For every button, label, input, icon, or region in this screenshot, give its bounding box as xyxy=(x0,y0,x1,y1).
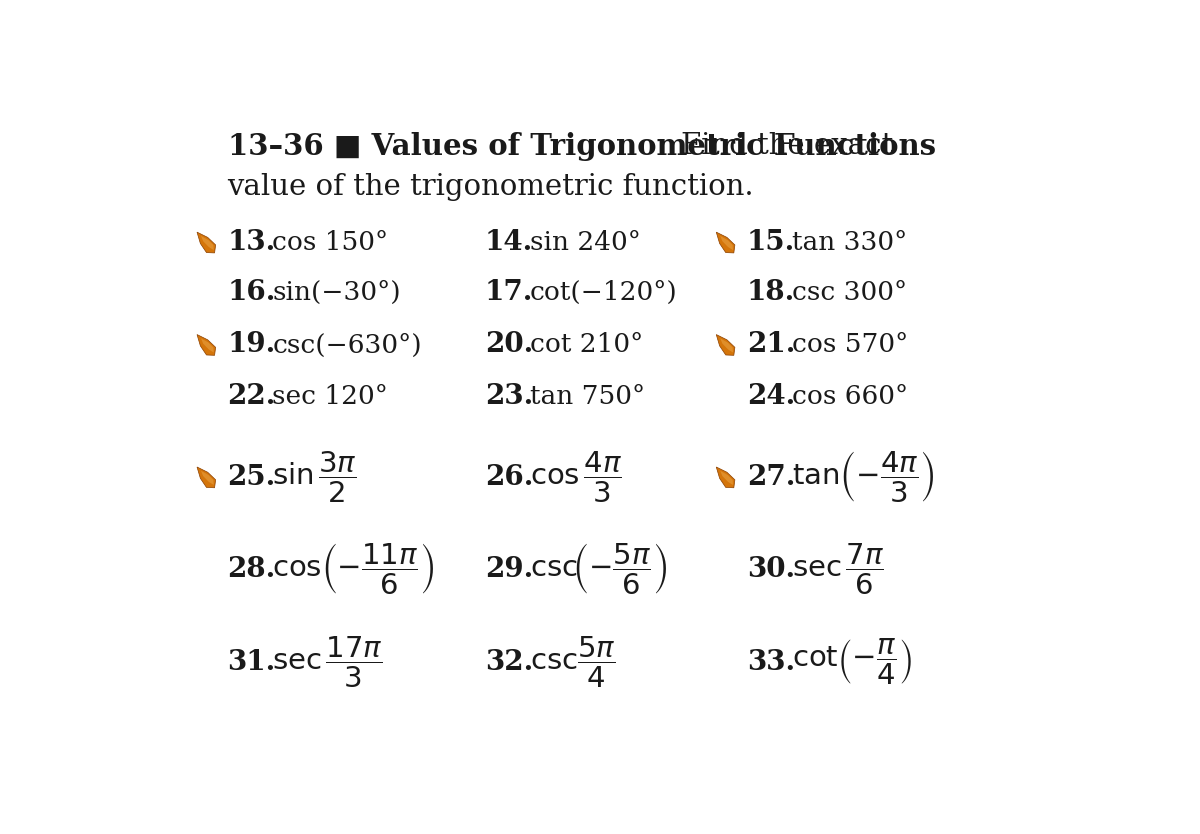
Polygon shape xyxy=(716,232,734,253)
Polygon shape xyxy=(716,334,734,355)
Text: 23.: 23. xyxy=(485,383,533,410)
Polygon shape xyxy=(197,334,216,355)
Text: 19.: 19. xyxy=(228,331,276,359)
Text: 28.: 28. xyxy=(228,556,276,583)
Text: 29.: 29. xyxy=(485,556,533,583)
Text: 21.: 21. xyxy=(746,331,796,359)
Text: 26.: 26. xyxy=(485,464,533,491)
Text: sec 120°: sec 120° xyxy=(272,384,389,409)
Text: Find the exact: Find the exact xyxy=(680,133,893,160)
Text: tan 750°: tan 750° xyxy=(529,384,644,409)
Text: cot 210°: cot 210° xyxy=(529,333,643,358)
Text: cos 660°: cos 660° xyxy=(792,384,908,409)
Text: 32.: 32. xyxy=(485,649,533,676)
Polygon shape xyxy=(720,470,733,485)
Text: 31.: 31. xyxy=(228,649,276,676)
Text: 25.: 25. xyxy=(228,464,276,491)
Text: 27.: 27. xyxy=(746,464,796,491)
Text: sin 240°: sin 240° xyxy=(529,230,641,255)
Text: 22.: 22. xyxy=(228,383,276,410)
Polygon shape xyxy=(720,236,733,250)
Polygon shape xyxy=(200,236,214,250)
Polygon shape xyxy=(720,339,733,353)
Text: cot(−120°): cot(−120°) xyxy=(529,280,678,305)
Text: 14.: 14. xyxy=(485,229,533,256)
Text: $\mathrm{csc}\!\left(-\dfrac{5\pi}{6}\right)$: $\mathrm{csc}\!\left(-\dfrac{5\pi}{6}\ri… xyxy=(529,542,667,597)
Polygon shape xyxy=(197,467,216,488)
Text: 18.: 18. xyxy=(746,279,796,306)
Text: 15.: 15. xyxy=(746,229,796,256)
Text: 17.: 17. xyxy=(485,279,533,306)
Text: 30.: 30. xyxy=(746,556,794,583)
Polygon shape xyxy=(200,339,214,353)
Text: 13–36 ■ Values of Trigonometric Functions: 13–36 ■ Values of Trigonometric Function… xyxy=(228,133,936,162)
Text: cos 570°: cos 570° xyxy=(792,333,908,358)
Text: sin(−30°): sin(−30°) xyxy=(272,280,401,305)
Text: $\sec\dfrac{7\pi}{6}$: $\sec\dfrac{7\pi}{6}$ xyxy=(792,542,884,597)
Text: $\tan\!\left(-\dfrac{4\pi}{3}\right)$: $\tan\!\left(-\dfrac{4\pi}{3}\right)$ xyxy=(792,450,935,505)
Text: 13.: 13. xyxy=(228,229,276,256)
Text: csc 300°: csc 300° xyxy=(792,280,907,305)
Text: $\cos\!\left(-\dfrac{11\pi}{6}\right)$: $\cos\!\left(-\dfrac{11\pi}{6}\right)$ xyxy=(272,542,436,597)
Polygon shape xyxy=(716,467,734,488)
Polygon shape xyxy=(197,232,216,253)
Text: $\cot\!\left(-\dfrac{\pi}{4}\right)$: $\cot\!\left(-\dfrac{\pi}{4}\right)$ xyxy=(792,637,912,687)
Text: $\sec\dfrac{17\pi}{3}$: $\sec\dfrac{17\pi}{3}$ xyxy=(272,635,383,690)
Text: 24.: 24. xyxy=(746,383,796,410)
Text: 33.: 33. xyxy=(746,649,794,676)
Polygon shape xyxy=(200,470,214,485)
Text: $\mathrm{csc}\dfrac{5\pi}{4}$: $\mathrm{csc}\dfrac{5\pi}{4}$ xyxy=(529,635,616,690)
Text: 16.: 16. xyxy=(228,279,276,306)
Text: $\cos\dfrac{4\pi}{3}$: $\cos\dfrac{4\pi}{3}$ xyxy=(529,450,622,505)
Text: $\sin\dfrac{3\pi}{2}$: $\sin\dfrac{3\pi}{2}$ xyxy=(272,450,358,505)
Text: tan 330°: tan 330° xyxy=(792,230,907,255)
Text: 20.: 20. xyxy=(485,331,533,359)
Text: csc(−630°): csc(−630°) xyxy=(272,333,422,358)
Text: cos 150°: cos 150° xyxy=(272,230,389,255)
Text: value of the trigonometric function.: value of the trigonometric function. xyxy=(228,173,754,201)
